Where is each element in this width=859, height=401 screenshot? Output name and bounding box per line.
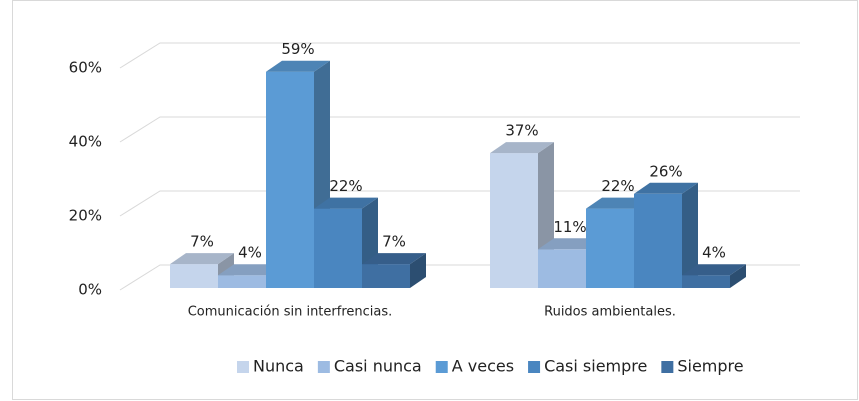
y-tick-label: 20% — [69, 207, 102, 225]
data-label: 22% — [601, 177, 634, 195]
legend-swatch — [237, 361, 249, 373]
bar-front — [266, 71, 314, 288]
bar-top — [634, 182, 698, 194]
bar-top — [170, 253, 234, 265]
bar-front — [314, 208, 362, 288]
legend-swatch — [317, 361, 330, 373]
bar-side — [730, 264, 746, 288]
legend-swatch — [528, 361, 541, 373]
legend-label: A veces — [452, 357, 514, 376]
chart-border — [12, 0, 858, 400]
x-tick-label: Ruidos ambientales. — [544, 305, 676, 320]
bar-top — [314, 197, 378, 209]
bar-front — [682, 275, 730, 288]
data-label: 59% — [281, 40, 314, 58]
data-label: 7% — [382, 233, 406, 251]
data-label: 26% — [649, 162, 682, 180]
grid-line — [119, 42, 800, 69]
bar-side — [410, 253, 426, 288]
data-label: 7% — [190, 233, 214, 251]
legend-label: Nunca — [253, 357, 304, 376]
bar-top — [266, 60, 330, 72]
legend-swatch — [435, 361, 448, 373]
bar — [634, 182, 698, 288]
bar-front — [362, 264, 410, 288]
bar — [362, 253, 426, 288]
bar-front — [634, 193, 682, 288]
bar-front — [490, 153, 538, 288]
data-label: 4% — [702, 244, 726, 262]
bar-top — [682, 264, 746, 276]
bar-top — [362, 253, 426, 265]
grid-line — [119, 190, 800, 217]
bar — [682, 264, 746, 288]
y-tick-label: 0% — [78, 281, 102, 299]
legend-swatch — [661, 361, 674, 373]
grid-line — [119, 116, 800, 143]
bar-side — [682, 182, 698, 288]
legend-label: Casi siempre — [544, 357, 647, 376]
data-label: 4% — [238, 244, 262, 262]
data-label: 11% — [553, 218, 586, 236]
bar-front — [218, 275, 266, 288]
data-label: 37% — [505, 122, 538, 140]
bar-front — [538, 249, 586, 288]
bar-front — [170, 264, 218, 288]
legend-label: Casi nunca — [334, 357, 422, 376]
x-tick-label: Comunicación sin interfrencias. — [188, 305, 393, 320]
legend-label: Siempre — [677, 357, 743, 376]
y-tick-label: 40% — [69, 133, 102, 151]
bar-front — [586, 208, 634, 288]
bar — [314, 197, 378, 288]
bar-top — [490, 142, 554, 154]
data-label: 22% — [329, 177, 362, 195]
y-tick-label: 60% — [69, 59, 102, 77]
